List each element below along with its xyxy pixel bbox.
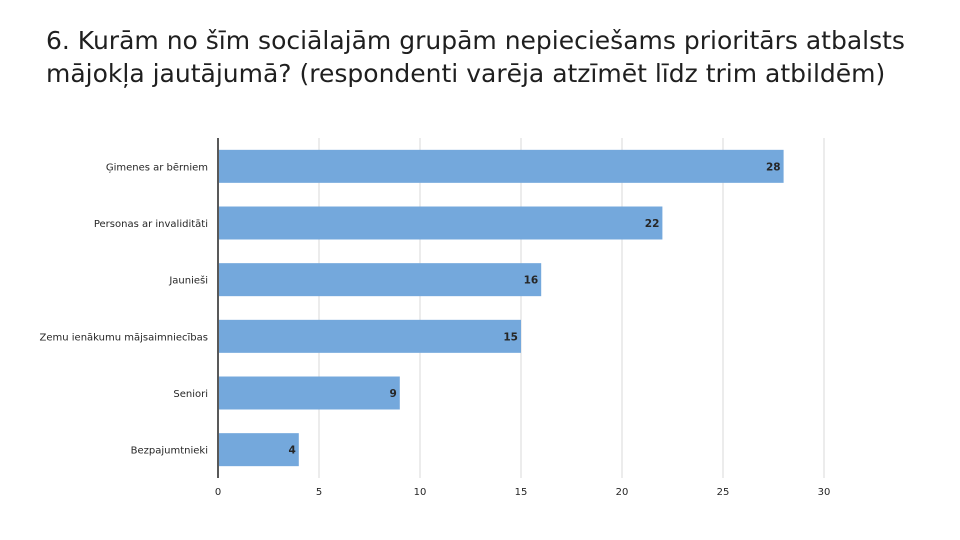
category-label: Bezpajumtnieki xyxy=(131,446,208,457)
data-label: 22 xyxy=(645,218,660,230)
data-label: 9 xyxy=(389,388,396,400)
x-tick-label: 0 xyxy=(215,487,221,498)
x-tick-label: 25 xyxy=(717,487,730,498)
data-label: 15 xyxy=(503,331,518,343)
category-label: Zemu ienākumu mājsaimniecības xyxy=(40,332,208,343)
bar xyxy=(218,263,542,297)
value-labels: 28 22 16 15 9 4 xyxy=(288,161,780,456)
bar xyxy=(218,376,400,410)
bar xyxy=(218,319,521,353)
category-label: Ģimenes ar bērniem xyxy=(106,162,208,173)
data-label: 4 xyxy=(288,445,295,457)
x-tick-label: 20 xyxy=(616,487,629,498)
data-label: 16 xyxy=(524,275,539,287)
category-label: Personas ar invaliditāti xyxy=(94,219,208,230)
x-tick-labels: 0 5 10 15 20 25 30 xyxy=(215,487,831,498)
x-tick-label: 5 xyxy=(316,487,322,498)
gridlines xyxy=(318,138,825,478)
x-tick-label: 30 xyxy=(818,487,831,498)
bars-group xyxy=(218,149,784,467)
bar xyxy=(218,433,299,467)
x-tick-label: 15 xyxy=(515,487,528,498)
x-tick-label: 10 xyxy=(414,487,427,498)
bar xyxy=(218,149,784,183)
chart-title: 6. Kurām no šīm sociālajām grupām nepiec… xyxy=(46,26,905,88)
category-labels: Ģimenes ar bērniem Personas ar invaliditā… xyxy=(40,162,208,456)
category-label: Jaunieši xyxy=(168,275,208,287)
data-label: 28 xyxy=(766,161,781,173)
category-label: Seniori xyxy=(173,389,208,400)
bar xyxy=(218,206,663,240)
